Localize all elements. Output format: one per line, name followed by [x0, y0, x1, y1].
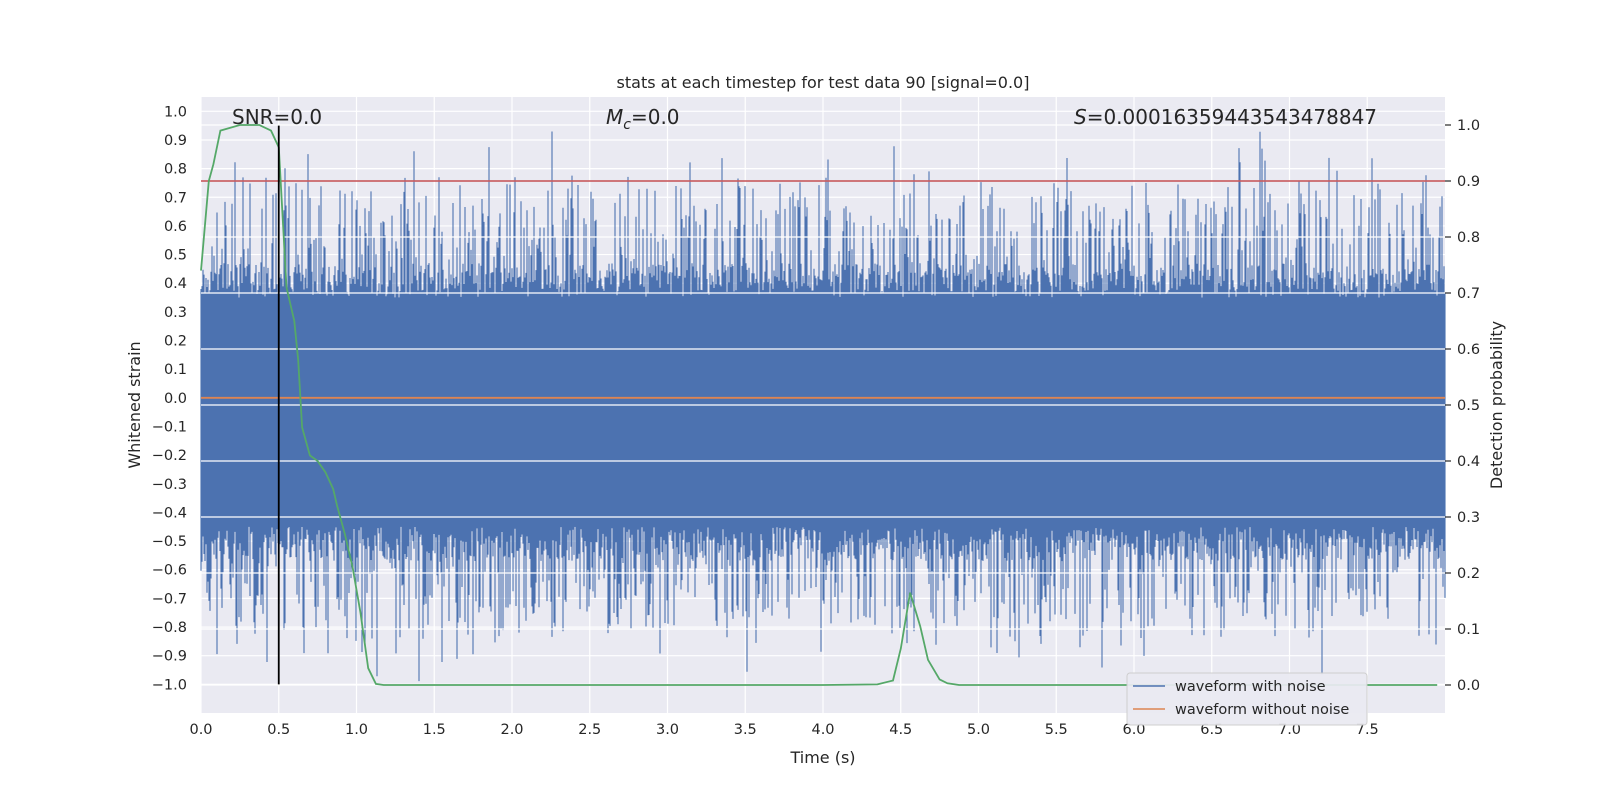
x-tick-label: 6.5 — [1200, 722, 1223, 738]
noise-series — [200, 131, 1446, 682]
right-y-tick-label: 0.1 — [1457, 622, 1480, 638]
right-y-tick-label: 0.8 — [1457, 230, 1480, 246]
line-layer — [200, 124, 1445, 686]
right-y-tick-label: 0.2 — [1457, 566, 1480, 582]
x-tick-label: 5.0 — [967, 722, 990, 738]
left-y-tick-label: −0.7 — [152, 591, 187, 607]
score-value: =0.00016359443543478847 — [1087, 105, 1377, 129]
left-y-tick-label: −0.5 — [152, 534, 187, 550]
left-y-tick-label: 0.7 — [164, 190, 187, 206]
x-tick-label: 5.5 — [1045, 722, 1068, 738]
left-y-tick-label: −0.9 — [152, 649, 187, 665]
x-tick-label: 6.0 — [1122, 722, 1145, 738]
score-symbol: S — [1074, 105, 1087, 129]
right-y-tick-labels: 1.0 0.9 0.8 0.7 0.6 0.5 0.4 0.3 0.2 0.1 0.0 — [1445, 118, 1480, 694]
right-y-tick-label: 0.7 — [1457, 286, 1480, 302]
chirp-mass-annotation: Mc=0.0 — [606, 105, 680, 133]
left-y-tick-label: −0.6 — [152, 563, 187, 579]
left-y-tick-label: 1.0 — [164, 104, 187, 120]
snr-annotation: SNR=0.0 — [232, 105, 322, 129]
right-y-tick-label: 0.5 — [1457, 398, 1480, 414]
left-y-tick-labels: 1.0 0.9 0.8 0.7 0.6 0.5 0.4 0.3 0.2 0.1 0.0 −0.1 −0.… — [152, 104, 187, 693]
right-y-tick-label: 1.0 — [1457, 118, 1480, 134]
right-y-tick-label: 0.6 — [1457, 342, 1480, 358]
x-tick-label: 1.5 — [423, 722, 446, 738]
x-tick-label: 0.5 — [267, 722, 290, 738]
left-y-tick-label: 0.9 — [164, 133, 187, 149]
legend-label-clean: waveform without noise — [1175, 702, 1349, 718]
x-tick-label: 4.0 — [811, 722, 834, 738]
x-tick-label: 7.5 — [1356, 722, 1379, 738]
x-tick-label: 0.0 — [189, 722, 212, 738]
chirp-mass-value: =0.0 — [631, 105, 680, 129]
x-tick-label: 2.5 — [578, 722, 601, 738]
right-y-tick-label: 0.3 — [1457, 510, 1480, 526]
x-tick-label: 1.0 — [345, 722, 368, 738]
left-y-tick-label: −0.2 — [152, 448, 187, 464]
x-tick-label: 4.5 — [889, 722, 912, 738]
right-y-axis-label: Detection probability — [1487, 321, 1506, 489]
left-y-tick-label: −0.4 — [152, 505, 187, 521]
left-y-tick-label: −0.8 — [152, 620, 187, 636]
left-y-axis-label: Whitened strain — [125, 341, 144, 468]
score-annotation: S=0.00016359443543478847 — [1074, 105, 1377, 129]
left-y-tick-label: 0.8 — [164, 162, 187, 178]
legend-label-noise: waveform with noise — [1175, 679, 1326, 695]
left-y-tick-label: −0.1 — [152, 419, 187, 435]
right-y-tick-label: 0.0 — [1457, 678, 1480, 694]
x-tick-label: 2.0 — [500, 722, 523, 738]
left-y-tick-label: −1.0 — [152, 677, 187, 693]
chirp-mass-subscript: c — [623, 117, 631, 133]
left-y-tick-label: 0.0 — [164, 391, 187, 407]
chart-title: stats at each timestep for test data 90 … — [617, 73, 1030, 92]
x-tick-label: 7.0 — [1278, 722, 1301, 738]
left-y-tick-label: 0.6 — [164, 219, 187, 235]
chirp-mass-symbol: M — [606, 105, 623, 129]
x-tick-label: 3.5 — [734, 722, 757, 738]
legend-box — [1126, 672, 1368, 726]
x-tick-labels: 0.0 0.5 1.0 1.5 2.0 2.5 3.0 3.5 4.0 4.5 5.0 5.5 6.0 6… — [189, 722, 1378, 738]
left-y-tick-label: 0.1 — [164, 362, 187, 378]
left-y-tick-label: 0.2 — [164, 334, 187, 350]
left-y-tick-label: 0.4 — [164, 276, 187, 292]
legend: waveform with noise waveform without noi… — [1126, 672, 1368, 726]
detection-probability-line — [200, 124, 1438, 686]
left-y-tick-label: −0.3 — [152, 477, 187, 493]
x-tick-label: 3.0 — [656, 722, 679, 738]
left-y-tick-label: 0.5 — [164, 248, 187, 264]
noise-waveform-core — [201, 297, 1445, 527]
right-y-tick-label: 0.9 — [1457, 174, 1480, 190]
right-y-tick-label: 0.4 — [1457, 454, 1480, 470]
x-axis-label: Time (s) — [789, 748, 855, 767]
left-y-tick-label: 0.3 — [164, 305, 187, 321]
